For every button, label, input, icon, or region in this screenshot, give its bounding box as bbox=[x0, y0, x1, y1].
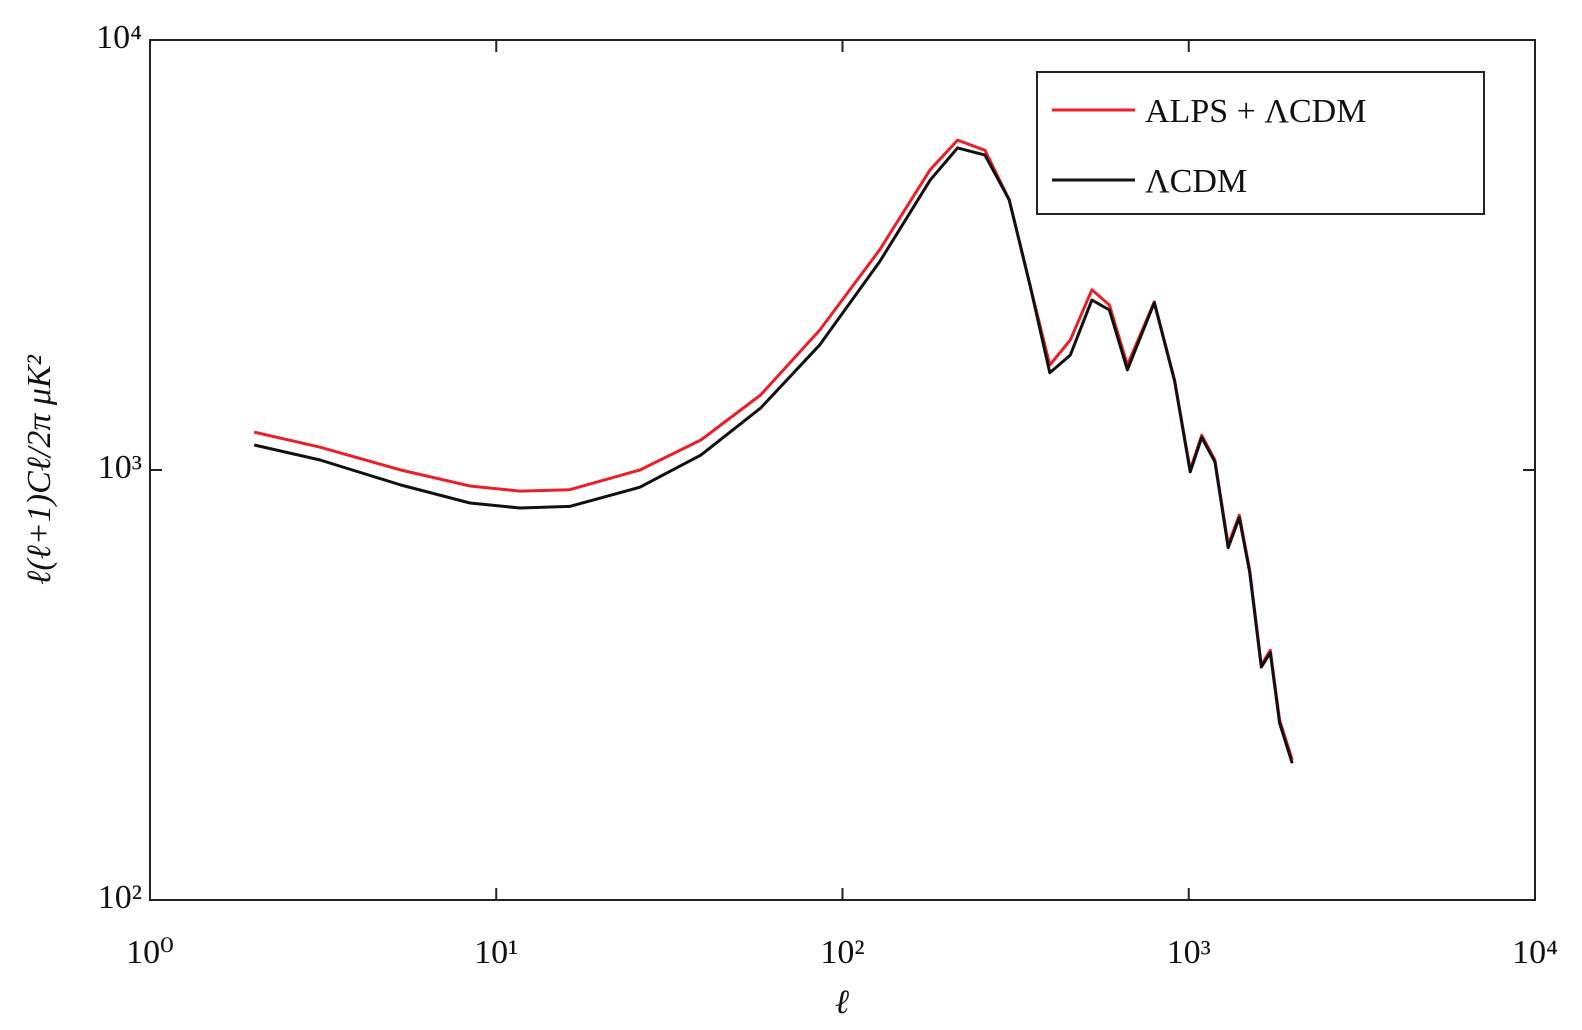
y-tick-label: 10³ bbox=[98, 449, 142, 486]
x-tick-label: 10³ bbox=[1167, 934, 1211, 971]
legend bbox=[1036, 71, 1485, 215]
legend-label: ΛCDM bbox=[1145, 163, 1247, 200]
x-tick-label: 10² bbox=[820, 934, 864, 971]
y-tick-label: 10⁴ bbox=[96, 19, 142, 56]
legend-label: ALPS + ΛCDM bbox=[1145, 93, 1366, 130]
x-tick-label: 10⁰ bbox=[126, 934, 174, 971]
x-tick-label: 10⁴ bbox=[1512, 934, 1558, 971]
x-tick-label: 10¹ bbox=[474, 934, 518, 971]
data-line bbox=[253, 146, 1294, 764]
y-tick-label: 10² bbox=[98, 879, 142, 916]
y-axis-label: ℓ(ℓ+1)Cℓ/2π μK² bbox=[21, 354, 58, 584]
data-line bbox=[253, 138, 1294, 761]
x-axis-label: ℓ bbox=[835, 984, 849, 1021]
